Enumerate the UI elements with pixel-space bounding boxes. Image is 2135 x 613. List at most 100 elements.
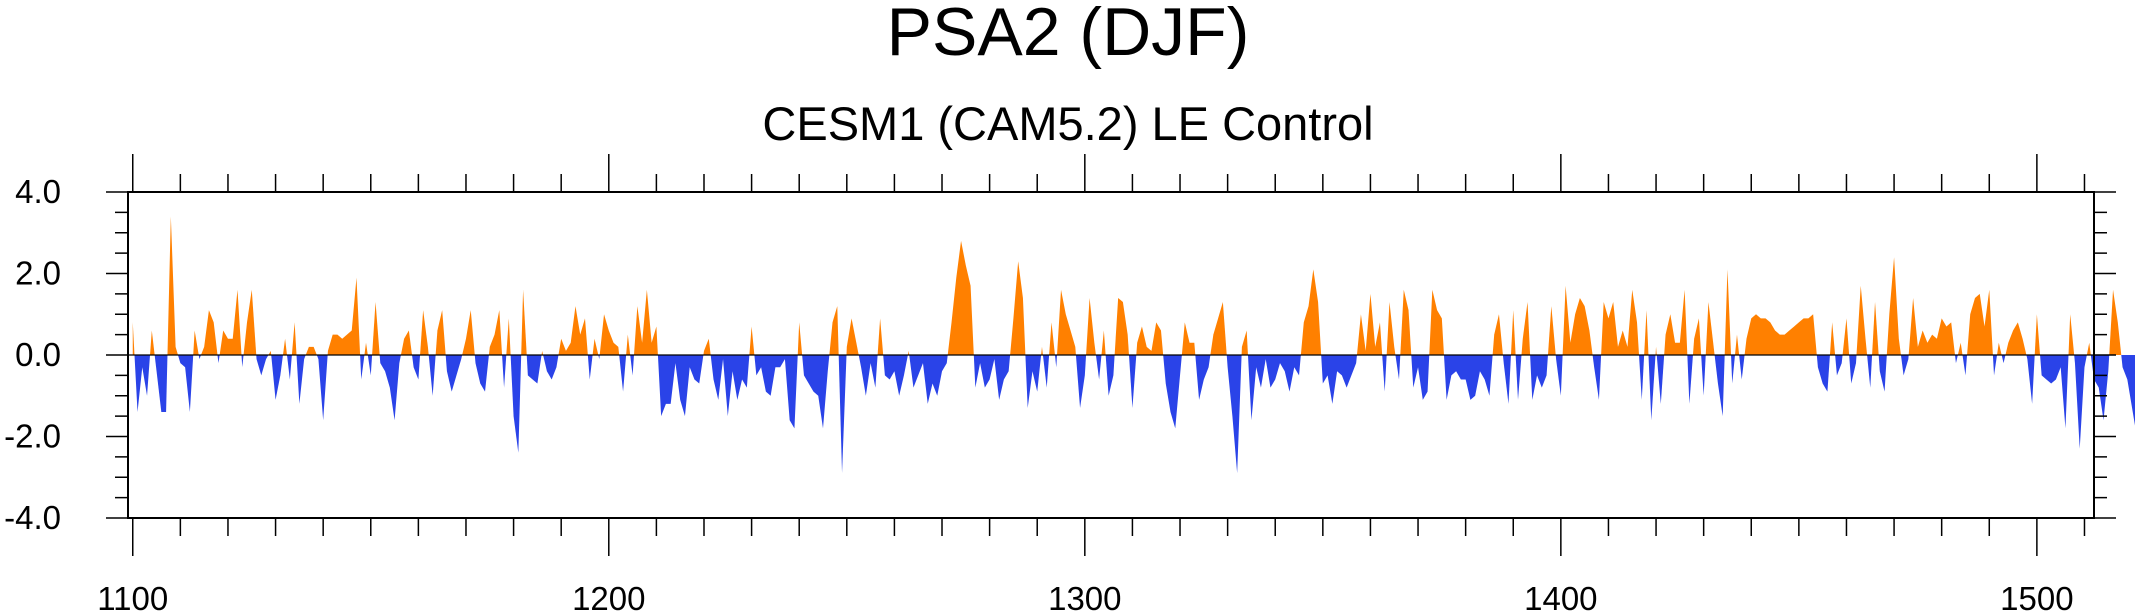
positive-area-75 [2034, 314, 2041, 355]
negative-area-10 [316, 355, 328, 421]
negative-area-71 [1962, 355, 1968, 376]
positive-area-0 [132, 322, 135, 355]
positive-area-54 [1547, 306, 1556, 355]
negative-area-75 [2040, 355, 2069, 429]
negative-area-51 [1502, 355, 1511, 404]
positive-area-46 [1300, 269, 1322, 355]
positive-area-66 [1842, 318, 1850, 355]
positive-area-23 [592, 338, 599, 355]
x-tick-label: 1100 [97, 580, 168, 613]
negative-area-22 [587, 355, 593, 380]
negative-area-52 [1515, 355, 1522, 400]
negative-area-74 [2026, 355, 2035, 404]
x-tick-label: 1300 [1048, 580, 1121, 613]
positive-area-29 [797, 322, 803, 355]
positive-area-30 [829, 306, 839, 355]
positive-area-20 [521, 289, 527, 355]
negative-area-30 [838, 355, 847, 474]
positive-area-40 [1101, 330, 1106, 355]
negative-area-65 [1835, 355, 1843, 376]
negative-area-50 [1443, 355, 1493, 400]
positive-area-42 [1136, 322, 1164, 355]
positive-area-78 [2109, 289, 2122, 355]
positive-area-44 [1210, 302, 1227, 355]
negative-area-6 [256, 355, 269, 376]
negative-area-47 [1382, 355, 1387, 392]
negative-area-78 [2121, 355, 2135, 426]
negative-area-31 [858, 355, 878, 396]
positive-area-72 [1967, 289, 1993, 355]
positive-area-69 [1886, 257, 1901, 355]
positive-area-6 [243, 289, 257, 355]
negative-area-15 [428, 355, 436, 396]
negative-area-60 [1701, 355, 1706, 396]
y-tick-label: 4.0 [15, 173, 61, 210]
positive-area-53 [1521, 302, 1531, 355]
negative-area-77 [2090, 355, 2110, 421]
positive-area-19 [506, 318, 511, 355]
positive-area-3 [193, 330, 199, 355]
positive-area-68 [1872, 302, 1879, 355]
negative-area-49 [1411, 355, 1430, 400]
negative-area-34 [973, 355, 1011, 400]
positive-area-25 [626, 334, 631, 355]
negative-area-68 [1878, 355, 1887, 392]
y-tick-label: 0.0 [15, 336, 61, 373]
negative-area-46 [1321, 355, 1357, 404]
x-tick-label: 1400 [1524, 580, 1597, 613]
positive-area-73 [1997, 342, 2002, 355]
positive-area-50 [1429, 289, 1444, 355]
negative-area-40 [1105, 355, 1115, 396]
x-tick-label: 1200 [572, 580, 645, 613]
positive-area-74 [2005, 322, 2027, 355]
negative-area-11 [360, 355, 365, 380]
positive-area-76 [2068, 314, 2075, 355]
negative-area-35 [1025, 355, 1042, 408]
positive-area-64 [1744, 314, 1817, 355]
negative-area-43 [1195, 355, 1211, 400]
negative-area-56 [1639, 355, 1645, 400]
negative-area-33 [909, 355, 948, 404]
positive-area-70 [1908, 297, 1955, 355]
negative-area-41 [1128, 355, 1137, 408]
negative-area-21 [543, 355, 559, 380]
positive-area-10 [305, 346, 317, 355]
negative-area-18 [502, 355, 507, 388]
positive-area-9 [291, 322, 297, 355]
negative-area-54 [1555, 355, 1563, 396]
negative-area-39 [1095, 355, 1102, 380]
positive-area-63 [1734, 334, 1740, 355]
negative-area-69 [1900, 355, 1909, 376]
negative-area-38 [1075, 355, 1087, 408]
negative-area-42 [1163, 355, 1182, 429]
negative-area-37 [1054, 355, 1058, 368]
negative-area-14 [412, 355, 421, 380]
negative-area-26 [657, 355, 704, 417]
positive-area-71 [1957, 342, 1963, 355]
negative-area-9 [296, 355, 306, 404]
negative-area-64 [1816, 355, 1830, 392]
positive-area-56 [1601, 289, 1640, 355]
positive-area-35 [1010, 261, 1026, 355]
positive-area-26 [633, 289, 658, 355]
positive-area-59 [1664, 289, 1688, 355]
positive-area-14 [400, 330, 413, 355]
negative-area-29 [802, 355, 830, 429]
positive-area-49 [1400, 289, 1412, 355]
positive-area-38 [1057, 289, 1076, 355]
negative-area-58 [1656, 355, 1665, 404]
positive-area-18 [488, 310, 503, 355]
negative-area-70 [1955, 355, 1958, 364]
negative-area-3 [198, 355, 201, 360]
positive-area-47 [1356, 293, 1383, 355]
positive-area-67 [1856, 285, 1868, 355]
chart-subtitle: CESM1 (CAM5.2) LE Control [762, 97, 1373, 150]
negative-area-67 [1867, 355, 1873, 388]
y-tick-label: 2.0 [15, 255, 61, 292]
positive-area-36 [1041, 346, 1043, 355]
negative-area-13 [379, 355, 401, 421]
negative-area-61 [1714, 355, 1725, 417]
negative-area-27 [710, 355, 750, 417]
negative-area-48 [1395, 355, 1401, 380]
